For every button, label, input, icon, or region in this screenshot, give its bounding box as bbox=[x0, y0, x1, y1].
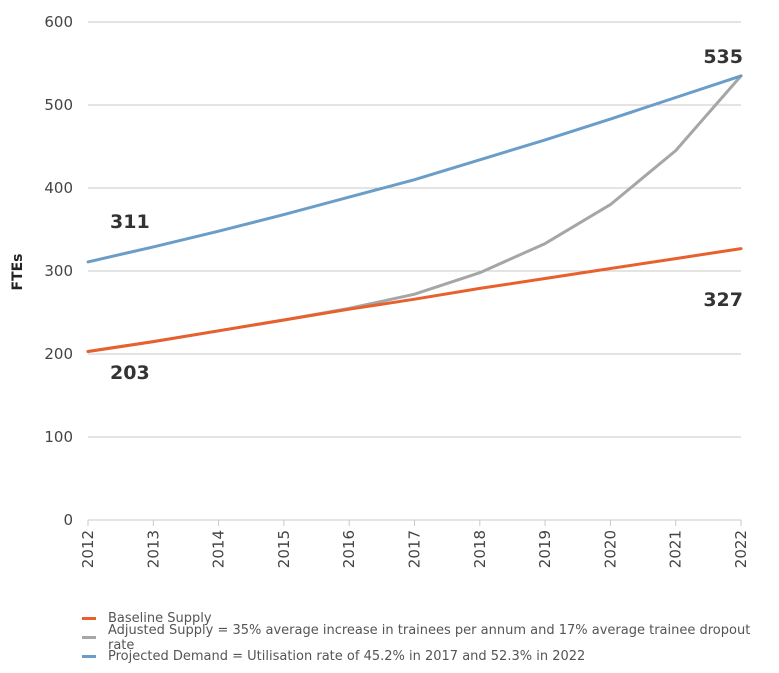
x-axis-ticks: 2012 2013 2014 2015 2016 2017 2018 2019 2020 2021… bbox=[79, 520, 750, 568]
legend-label: Adjusted Supply = 35% average increase i… bbox=[108, 622, 751, 653]
x-tick-label: 2012 bbox=[79, 530, 97, 568]
y-tick-label: 600 bbox=[44, 13, 73, 31]
y-tick-label: 100 bbox=[44, 428, 73, 446]
x-tick-label: 2017 bbox=[406, 530, 424, 568]
legend-label: Projected Demand = Utilisation rate of 4… bbox=[108, 649, 586, 664]
y-tick-label: 400 bbox=[44, 179, 73, 197]
series-lines bbox=[86, 74, 743, 353]
gridlines bbox=[88, 21, 741, 521]
annotation-311: 311 bbox=[110, 211, 150, 233]
y-axis-ticks: 0 100 200 300 400 500 600 bbox=[44, 13, 73, 529]
x-tick-label: 2016 bbox=[340, 530, 358, 568]
y-tick-label: 200 bbox=[44, 345, 73, 363]
series-line-projected-demand bbox=[86, 74, 743, 264]
x-tick-label: 2013 bbox=[144, 530, 162, 568]
legend-swatch-demand bbox=[82, 655, 96, 658]
x-tick-label: 2019 bbox=[536, 530, 554, 568]
y-tick-label: 500 bbox=[44, 96, 73, 114]
legend-item-adjusted: Adjusted Supply = 35% average increase i… bbox=[82, 623, 779, 653]
legend-item-baseline: Baseline Supply bbox=[82, 609, 779, 628]
series-line-baseline-supply bbox=[86, 247, 743, 353]
x-tick-label: 2020 bbox=[601, 530, 619, 568]
x-tick-label: 2022 bbox=[732, 530, 750, 568]
y-tick-label: 300 bbox=[44, 262, 73, 280]
legend-label: Baseline Supply bbox=[108, 611, 212, 626]
legend-item-demand: Projected Demand = Utilisation rate of 4… bbox=[82, 647, 779, 666]
x-tick-label: 2018 bbox=[471, 530, 489, 568]
y-axis-label: FTEs bbox=[10, 253, 26, 290]
series-line-adjusted-supply bbox=[86, 74, 743, 353]
line-chart: 0 100 200 300 400 500 600 2012 2013 2014 2015 2016… bbox=[10, 13, 750, 568]
annotation-327: 327 bbox=[703, 289, 743, 311]
legend-swatch-adjusted bbox=[82, 636, 96, 639]
x-tick-label: 2015 bbox=[275, 530, 293, 568]
legend-swatch-baseline bbox=[82, 617, 96, 620]
annotation-535: 535 bbox=[703, 46, 743, 68]
x-tick-label: 2021 bbox=[667, 530, 685, 568]
x-tick-label: 2014 bbox=[210, 530, 228, 568]
legend: Baseline Supply Adjusted Supply = 35% av… bbox=[82, 609, 779, 666]
y-tick-label: 0 bbox=[63, 511, 73, 529]
annotation-203: 203 bbox=[110, 362, 150, 384]
